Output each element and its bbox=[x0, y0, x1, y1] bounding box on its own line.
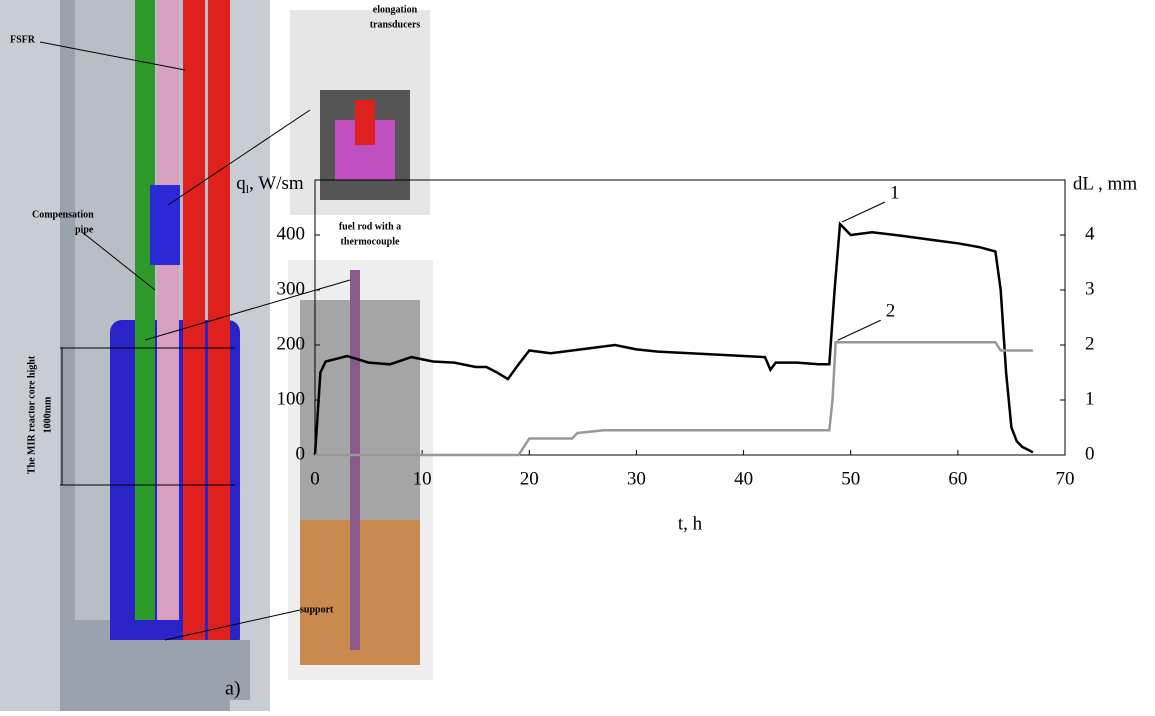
rod-red bbox=[183, 0, 205, 640]
base bbox=[90, 640, 250, 700]
y-label-main: q bbox=[236, 173, 246, 194]
y-label-rest: , W/sm bbox=[249, 173, 304, 194]
plot-frame bbox=[314, 179, 1066, 456]
label-fuel-rod: thermocouple bbox=[341, 236, 400, 247]
rod-pink bbox=[157, 0, 179, 620]
annotation-leader bbox=[837, 319, 881, 341]
x-tick-label: 30 bbox=[627, 468, 646, 489]
label-fsfr: FSFR bbox=[10, 34, 36, 45]
y2-axis-label: dL , mm bbox=[1073, 173, 1137, 194]
label-pipe: Compensation bbox=[32, 209, 94, 220]
y-tick-label: 0 bbox=[296, 443, 306, 464]
label-core-height: 1000mm bbox=[42, 396, 53, 433]
label-pipe: pipe bbox=[75, 224, 94, 235]
x-tick-label: 0 bbox=[310, 468, 320, 489]
series-line bbox=[315, 341, 1033, 457]
rod-green bbox=[135, 0, 155, 620]
x-tick-label: 10 bbox=[413, 468, 432, 489]
label-fuel-rod: fuel rod with a bbox=[339, 221, 401, 232]
inset-core bbox=[355, 100, 375, 145]
y-tick-label: 100 bbox=[277, 388, 306, 409]
x-tick-label: 40 bbox=[734, 468, 753, 489]
y-tick-label: 400 bbox=[277, 223, 306, 244]
y-tick-label: 300 bbox=[277, 278, 306, 299]
x-tick-label: 70 bbox=[1056, 468, 1075, 489]
y2-tick-label: 2 bbox=[1085, 333, 1095, 354]
illustration: FSFR elongation transducers Compensation… bbox=[0, 0, 433, 711]
x-tick-label: 60 bbox=[948, 468, 967, 489]
label-core-height: The MIR reactor core hight bbox=[26, 355, 37, 474]
x-tick-label: 20 bbox=[520, 468, 539, 489]
panel-label: a) bbox=[225, 678, 241, 700]
series-label: 1 bbox=[890, 182, 900, 203]
y-tick-label: 200 bbox=[277, 333, 306, 354]
annotation-leader bbox=[841, 201, 886, 223]
y2-tick-label: 1 bbox=[1085, 388, 1095, 409]
series-line bbox=[313, 221, 1034, 456]
label-transducers: elongation bbox=[373, 4, 418, 15]
y-axis-label: ql, W/sm bbox=[236, 173, 304, 195]
rod-red bbox=[208, 0, 230, 640]
series-label: 2 bbox=[886, 301, 896, 322]
y2-tick-label: 3 bbox=[1085, 278, 1095, 299]
x-axis-label: t, h bbox=[678, 513, 703, 534]
y-label-sub: l bbox=[246, 182, 250, 196]
leader bbox=[164, 609, 301, 641]
transducer bbox=[150, 185, 180, 265]
x-tick-label: 50 bbox=[841, 468, 860, 489]
leader bbox=[81, 231, 156, 291]
label-support: support bbox=[300, 604, 334, 615]
y2-tick-label: 0 bbox=[1085, 443, 1095, 464]
y2-tick-label: 4 bbox=[1085, 223, 1095, 244]
inset-rod bbox=[350, 270, 360, 650]
label-transducers: transducers bbox=[370, 19, 421, 30]
leader bbox=[39, 41, 186, 71]
leader bbox=[167, 109, 311, 206]
